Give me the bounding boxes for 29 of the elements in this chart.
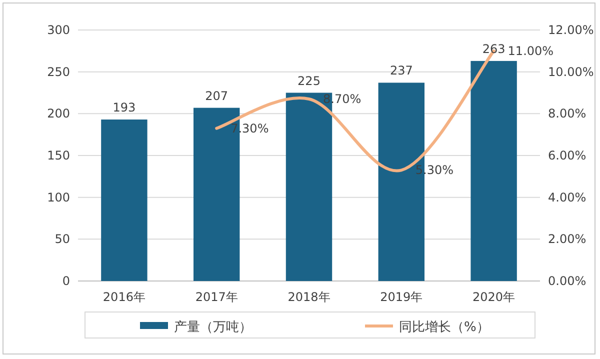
y-tick-label: 200 xyxy=(47,106,70,121)
data-label: 193 xyxy=(112,100,136,115)
y-tick-label: 300 xyxy=(47,23,70,37)
y-tick-label: 150 xyxy=(47,148,70,162)
data-label: 11.00% xyxy=(508,44,554,58)
legend-label: 产量（万吨） xyxy=(174,320,252,335)
x-tick-label: 2017年 xyxy=(195,290,238,304)
bar xyxy=(101,120,148,281)
x-tick-label: 2018年 xyxy=(288,290,330,304)
x-tick-label: 2019年 xyxy=(380,290,423,304)
data-label: 237 xyxy=(390,64,413,78)
data-label: 207 xyxy=(205,88,228,103)
y2-tick-label: 6.00% xyxy=(548,148,586,162)
x-tick-label: 2016年 xyxy=(102,290,146,304)
data-label: 263 xyxy=(482,42,506,56)
y2-tick-label: 2.00% xyxy=(548,232,586,246)
data-label: 225 xyxy=(298,74,320,88)
bar xyxy=(470,60,517,281)
y2-tick-label: 4.00% xyxy=(548,190,586,204)
y2-tick-label: 12.00% xyxy=(548,23,594,37)
x-tick-label: 2020年 xyxy=(472,290,516,304)
y2-tick-label: 0.00% xyxy=(548,274,586,288)
y-tick-label: 50 xyxy=(54,232,70,246)
y-tick-label: 0 xyxy=(62,274,70,288)
y-tick-label: 100 xyxy=(47,190,70,204)
legend-label: 同比增长（%） xyxy=(399,320,490,335)
y-tick-label: 250 xyxy=(47,64,70,79)
y2-tick-label: 10.00% xyxy=(548,64,594,79)
y2-tick-label: 8.00% xyxy=(548,106,586,121)
